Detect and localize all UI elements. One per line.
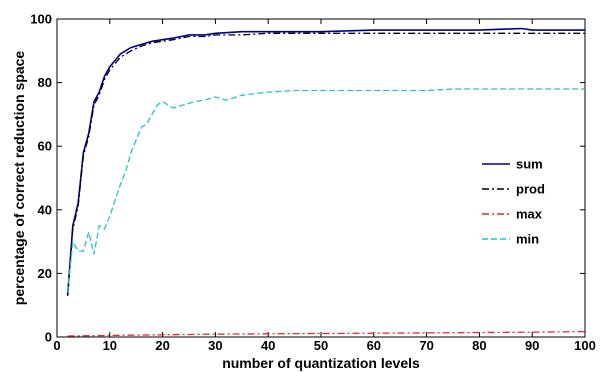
series-line-prod	[66, 32, 585, 296]
x-tick-label: 30	[208, 338, 222, 353]
legend-label-prod: prod	[516, 182, 545, 197]
y-axis-label: percentage of correct reduction space	[11, 51, 27, 306]
legend: sum prod max min	[470, 150, 575, 265]
x-tick-label: 70	[419, 338, 433, 353]
x-tick-label: 60	[367, 338, 381, 353]
x-tick-label: 40	[261, 338, 275, 353]
x-tick-label: 0	[53, 338, 60, 353]
x-tick-label: 10	[103, 338, 117, 353]
x-axis-label: number of quantization levels	[222, 355, 420, 371]
series-line-max	[67, 330, 586, 337]
legend-box	[470, 150, 575, 265]
y-axis: 0 20 40 60 80 100	[30, 12, 585, 345]
x-tick-label: 50	[314, 338, 328, 353]
series-line-sum	[66, 27, 585, 296]
y-tick-label: 0	[45, 330, 52, 345]
series-line-min	[66, 88, 585, 293]
legend-label-max: max	[516, 207, 543, 222]
x-axis: 0 10 20 30 40 50 60 70 80 90 100	[53, 19, 596, 353]
y-tick-label: 60	[38, 139, 52, 154]
y-tick-label: 100	[30, 12, 52, 27]
y-tick-label: 40	[38, 202, 52, 217]
legend-label-min: min	[516, 232, 539, 247]
series-layer	[66, 27, 586, 337]
x-tick-label: 20	[155, 338, 169, 353]
x-tick-label: 80	[472, 338, 486, 353]
y-tick-label: 20	[38, 266, 52, 281]
y-tick-label: 80	[38, 75, 52, 90]
legend-label-sum: sum	[516, 157, 543, 172]
x-tick-label: 100	[574, 338, 596, 353]
x-tick-label: 90	[525, 338, 539, 353]
